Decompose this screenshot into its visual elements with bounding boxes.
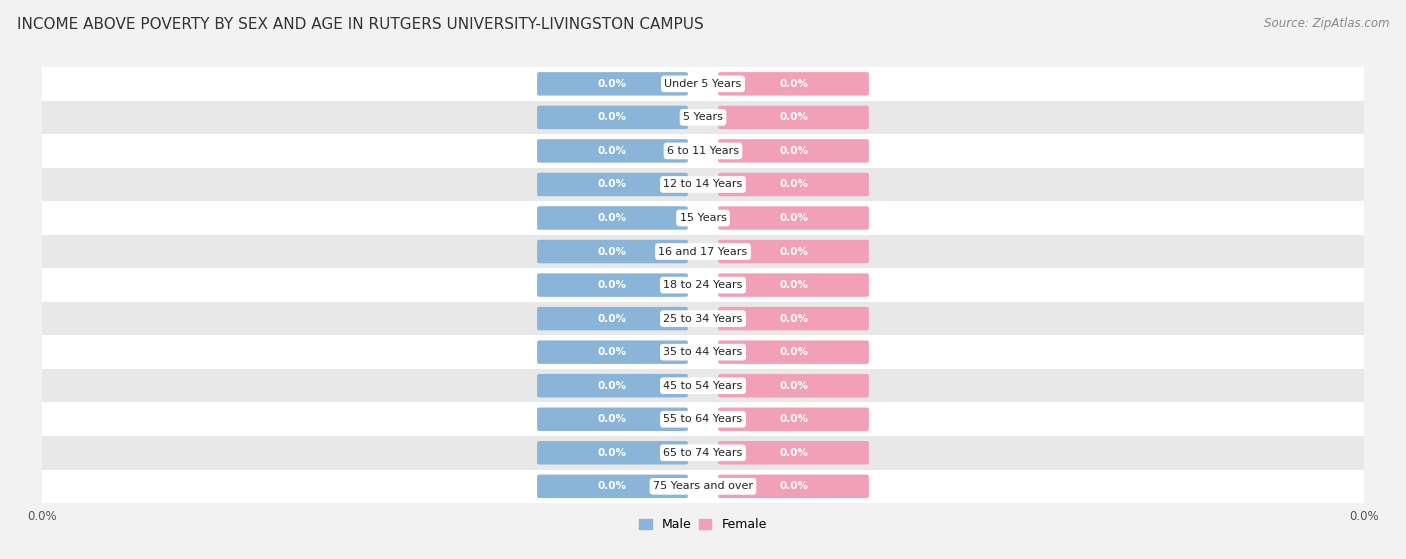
- Bar: [42, 67, 1364, 101]
- FancyBboxPatch shape: [537, 273, 688, 297]
- Bar: [42, 302, 1364, 335]
- Text: 0.0%: 0.0%: [598, 414, 627, 424]
- FancyBboxPatch shape: [537, 441, 688, 465]
- FancyBboxPatch shape: [537, 106, 688, 129]
- Text: 16 and 17 Years: 16 and 17 Years: [658, 247, 748, 257]
- Text: 0.0%: 0.0%: [779, 213, 808, 223]
- Text: 0.0%: 0.0%: [598, 481, 627, 491]
- Bar: [42, 268, 1364, 302]
- Text: 75 Years and over: 75 Years and over: [652, 481, 754, 491]
- FancyBboxPatch shape: [537, 408, 688, 431]
- FancyBboxPatch shape: [537, 475, 688, 498]
- FancyBboxPatch shape: [537, 307, 688, 330]
- Text: 0.0%: 0.0%: [779, 112, 808, 122]
- Text: 0.0%: 0.0%: [598, 179, 627, 190]
- FancyBboxPatch shape: [718, 374, 869, 397]
- Text: 0.0%: 0.0%: [779, 247, 808, 257]
- Text: 0.0%: 0.0%: [779, 381, 808, 391]
- Bar: [42, 335, 1364, 369]
- Bar: [42, 235, 1364, 268]
- Text: 0.0%: 0.0%: [779, 448, 808, 458]
- Text: 0.0%: 0.0%: [598, 314, 627, 324]
- FancyBboxPatch shape: [718, 206, 869, 230]
- Text: 0.0%: 0.0%: [598, 381, 627, 391]
- Text: 0.0%: 0.0%: [779, 414, 808, 424]
- Bar: [42, 470, 1364, 503]
- Text: 0.0%: 0.0%: [779, 280, 808, 290]
- FancyBboxPatch shape: [718, 408, 869, 431]
- Text: 0.0%: 0.0%: [779, 314, 808, 324]
- Text: Under 5 Years: Under 5 Years: [665, 79, 741, 89]
- Text: 0.0%: 0.0%: [779, 179, 808, 190]
- Text: Source: ZipAtlas.com: Source: ZipAtlas.com: [1264, 17, 1389, 30]
- FancyBboxPatch shape: [537, 72, 688, 96]
- Text: 6 to 11 Years: 6 to 11 Years: [666, 146, 740, 156]
- FancyBboxPatch shape: [718, 475, 869, 498]
- Text: 5 Years: 5 Years: [683, 112, 723, 122]
- Text: 65 to 74 Years: 65 to 74 Years: [664, 448, 742, 458]
- FancyBboxPatch shape: [718, 273, 869, 297]
- Bar: [42, 134, 1364, 168]
- Text: INCOME ABOVE POVERTY BY SEX AND AGE IN RUTGERS UNIVERSITY-LIVINGSTON CAMPUS: INCOME ABOVE POVERTY BY SEX AND AGE IN R…: [17, 17, 703, 32]
- FancyBboxPatch shape: [718, 106, 869, 129]
- FancyBboxPatch shape: [718, 72, 869, 96]
- Text: 0.0%: 0.0%: [779, 347, 808, 357]
- FancyBboxPatch shape: [718, 240, 869, 263]
- Bar: [42, 402, 1364, 436]
- Text: 0.0%: 0.0%: [779, 79, 808, 89]
- Bar: [42, 168, 1364, 201]
- Text: 0.0%: 0.0%: [779, 481, 808, 491]
- FancyBboxPatch shape: [537, 240, 688, 263]
- Text: 55 to 64 Years: 55 to 64 Years: [664, 414, 742, 424]
- FancyBboxPatch shape: [718, 441, 869, 465]
- FancyBboxPatch shape: [537, 173, 688, 196]
- Legend: Male, Female: Male, Female: [634, 513, 772, 536]
- Text: 0.0%: 0.0%: [598, 79, 627, 89]
- Text: 0.0%: 0.0%: [598, 448, 627, 458]
- FancyBboxPatch shape: [537, 206, 688, 230]
- Bar: [42, 201, 1364, 235]
- FancyBboxPatch shape: [718, 307, 869, 330]
- Text: 12 to 14 Years: 12 to 14 Years: [664, 179, 742, 190]
- Text: 0.0%: 0.0%: [598, 280, 627, 290]
- Text: 15 Years: 15 Years: [679, 213, 727, 223]
- Bar: [42, 369, 1364, 402]
- Text: 0.0%: 0.0%: [598, 347, 627, 357]
- Text: 25 to 34 Years: 25 to 34 Years: [664, 314, 742, 324]
- Text: 0.0%: 0.0%: [598, 112, 627, 122]
- Text: 45 to 54 Years: 45 to 54 Years: [664, 381, 742, 391]
- FancyBboxPatch shape: [718, 139, 869, 163]
- Text: 0.0%: 0.0%: [598, 146, 627, 156]
- FancyBboxPatch shape: [537, 139, 688, 163]
- FancyBboxPatch shape: [718, 340, 869, 364]
- Text: 18 to 24 Years: 18 to 24 Years: [664, 280, 742, 290]
- FancyBboxPatch shape: [537, 340, 688, 364]
- Text: 0.0%: 0.0%: [779, 146, 808, 156]
- Text: 35 to 44 Years: 35 to 44 Years: [664, 347, 742, 357]
- Text: 0.0%: 0.0%: [598, 213, 627, 223]
- FancyBboxPatch shape: [537, 374, 688, 397]
- Bar: [42, 101, 1364, 134]
- Text: 0.0%: 0.0%: [598, 247, 627, 257]
- Bar: [42, 436, 1364, 470]
- FancyBboxPatch shape: [718, 173, 869, 196]
